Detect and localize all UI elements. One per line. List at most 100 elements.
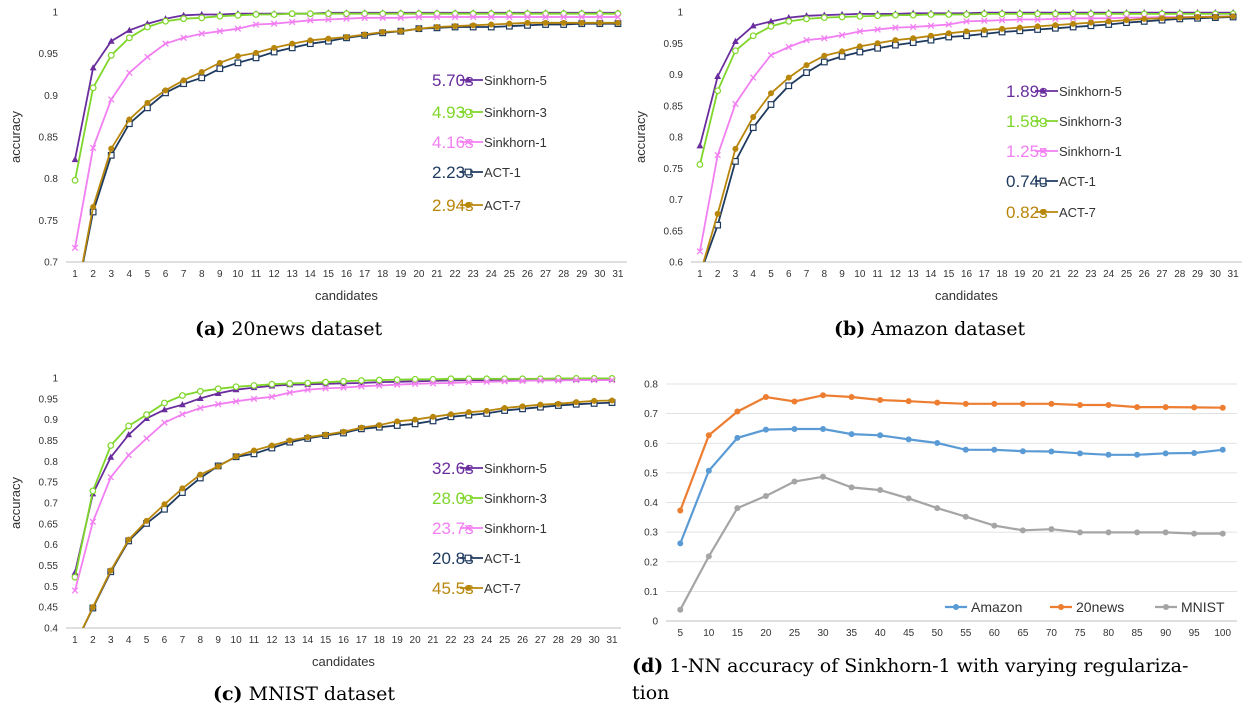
data-point-sinkhorn-1 [126, 69, 133, 77]
data-point-sinkhorn-3 [1069, 10, 1077, 18]
data-point-act-7 [125, 536, 132, 543]
x-tick-label: 9 [217, 269, 223, 280]
x-tick-label: 5 [145, 269, 151, 280]
legend-entry-sinkhorn-3: 28.0s Sinkhorn-3 [432, 489, 547, 508]
data-point-act-7 [430, 413, 437, 420]
data-point-act-7 [524, 19, 531, 26]
data-point-sinkhorn-3 [250, 382, 258, 389]
data-point-sinkhorn-1 [447, 379, 455, 387]
legend-time-label: 2.23s [432, 163, 474, 182]
data-point-sinkhorn-1 [555, 377, 562, 384]
x-tick-label: 28 [1174, 269, 1186, 280]
data-point-amazon [1219, 446, 1226, 453]
data-point-act-7 [107, 567, 114, 574]
data-point-sinkhorn-3 [358, 377, 365, 384]
x-tick-label: 31 [606, 635, 618, 646]
data-point-act-7 [465, 409, 472, 416]
data-point-amazon [1134, 451, 1141, 458]
data-point-sinkhorn-1 [856, 28, 864, 35]
data-point-sinkhorn-1 [451, 13, 459, 21]
y-tick-label: 0.85 [39, 133, 59, 144]
data-point-20news [705, 432, 712, 439]
y-tick-label: 0.7 [44, 258, 58, 269]
data-point-act-7 [289, 40, 296, 47]
x-tick-label: 55 [960, 628, 972, 639]
data-point-sinkhorn-1 [361, 14, 368, 22]
legend-marker [1163, 604, 1169, 610]
x-tick-label: 1 [72, 635, 78, 646]
x-tick-label: 24 [1103, 269, 1115, 280]
data-point-sinkhorn-3 [107, 51, 115, 59]
y-tick-label: 0.65 [39, 519, 59, 530]
data-point-amazon [820, 426, 827, 433]
data-point-20news [991, 400, 998, 407]
caption-d: (d) 1-NN accuracy of Sinkhorn-1 with var… [632, 653, 1252, 707]
data-point-amazon [1162, 450, 1169, 457]
data-point-sinkhorn-1 [749, 74, 757, 81]
x-tick-label: 6 [786, 269, 792, 280]
legend-time-label: 20.8s [432, 549, 474, 568]
chart-3: 0.4 0.45 0.5 0.55 0.6 0.65 0.7 0.75 0.8 0.85 0.9 0.… [8, 374, 621, 669]
x-axis-label: candidates [935, 288, 998, 303]
x-tick-label: 9 [215, 635, 221, 646]
data-point-sinkhorn-5 [214, 389, 222, 397]
y-tick-label: 0.6 [644, 439, 658, 450]
data-point-sinkhorn-5 [196, 394, 204, 402]
data-point-act-7 [1230, 13, 1237, 20]
x-tick-label: 8 [197, 635, 203, 646]
x-tick-label: 11 [251, 269, 262, 280]
y-tick-label: 0.45 [39, 603, 59, 614]
data-point-act-1 [144, 104, 151, 112]
x-tick-label: 20 [413, 269, 425, 280]
data-point-sinkhorn-3 [785, 17, 793, 25]
y-tick-label: 1 [52, 374, 58, 385]
data-point-sinkhorn-5 [767, 17, 775, 24]
caption-d-tag: (d) [632, 655, 664, 677]
series-line-act-1 [703, 16, 1234, 262]
data-point-act-1 [234, 59, 242, 67]
caption-b: (b) Amazon dataset [834, 318, 1025, 340]
data-point-sinkhorn-1 [1087, 14, 1095, 22]
data-point-sinkhorn-1 [125, 451, 132, 459]
legend-entry-sinkhorn-1: 23.7s Sinkhorn-1 [432, 519, 547, 538]
x-tick-label: 19 [1014, 269, 1026, 280]
data-point-sinkhorn-1 [714, 151, 721, 159]
data-point-act-7 [999, 25, 1006, 32]
data-point-amazon [1191, 450, 1198, 457]
x-tick-label: 60 [989, 628, 1001, 639]
y-tick-label: 0.7 [669, 195, 683, 206]
data-point-sinkhorn-1 [963, 18, 970, 25]
x-tick-label: 3 [108, 269, 114, 280]
x-tick-label: 12 [890, 269, 902, 280]
data-point-sinkhorn-1 [379, 14, 386, 22]
data-point-act-7 [555, 400, 562, 407]
data-point-sinkhorn-1 [358, 383, 365, 390]
legend-label: Sinkhorn-3 [484, 105, 547, 120]
legend-label: 20news [1076, 599, 1124, 615]
data-point-sinkhorn-3 [343, 10, 350, 18]
x-tick-label: 20 [1032, 269, 1044, 280]
series-act-7 [702, 13, 1237, 262]
x-tick-label: 90 [1160, 628, 1172, 639]
data-point-act-7 [750, 114, 757, 120]
data-point-sinkhorn-1 [465, 378, 473, 386]
data-point-act-7 [839, 48, 846, 55]
legend-marker [464, 554, 472, 562]
data-point-sinkhorn-1 [179, 410, 186, 418]
data-point-act-7 [307, 37, 314, 44]
data-point-sinkhorn-1 [71, 244, 79, 252]
legend-label: Amazon [971, 599, 1022, 615]
data-point-sinkhorn-3 [767, 22, 775, 30]
data-point-sinkhorn-1 [268, 393, 276, 401]
legend-marker [1039, 117, 1047, 125]
data-point-amazon [991, 446, 998, 453]
data-point-sinkhorn-3 [234, 11, 242, 19]
series-sinkhorn-1 [71, 13, 622, 252]
x-tick-label: 5 [768, 269, 774, 280]
data-point-20news [677, 507, 684, 514]
data-point-mnist [820, 473, 827, 480]
y-tick-label: 0.75 [39, 478, 59, 489]
legend-marker [464, 108, 472, 116]
data-point-act-7 [325, 35, 332, 42]
x-tick-label: 6 [162, 635, 168, 646]
